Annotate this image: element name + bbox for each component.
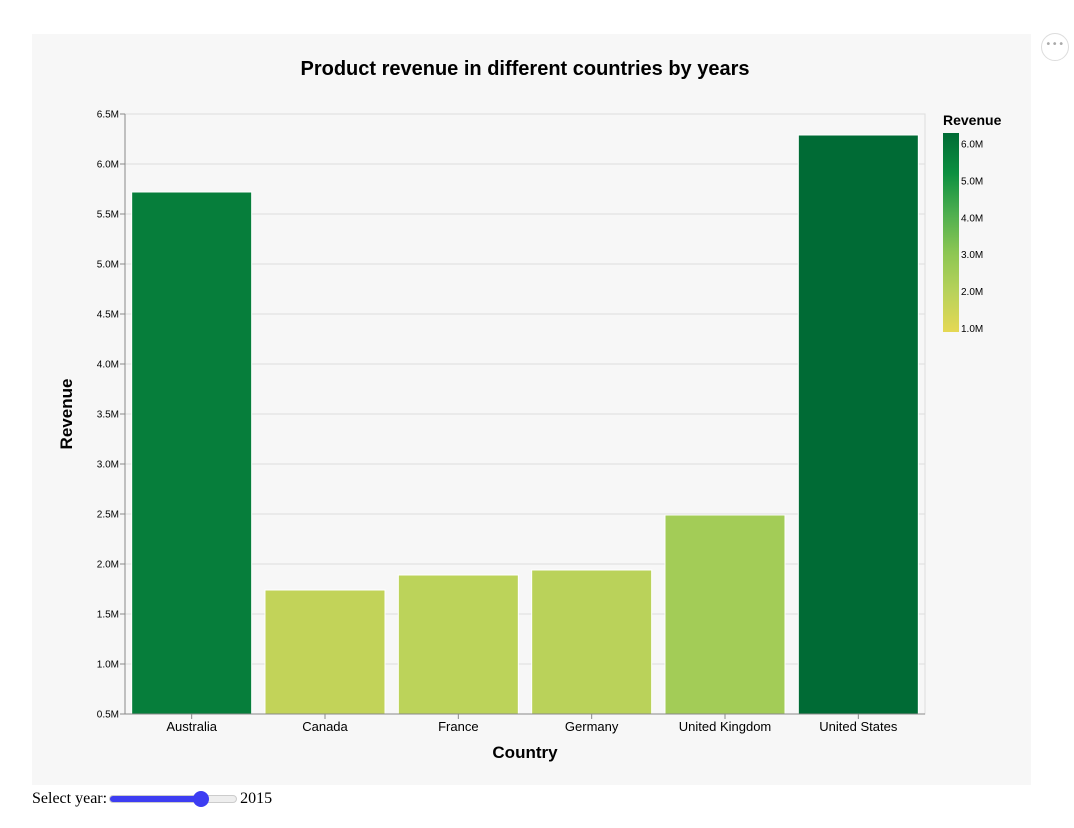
legend-tick-label: 5.0M bbox=[961, 176, 983, 187]
x-axis-title: Country bbox=[492, 743, 558, 762]
y-tick-label: 6.0M bbox=[97, 160, 119, 171]
bar-france[interactable] bbox=[397, 574, 519, 715]
y-tick-label: 1.5M bbox=[97, 610, 119, 621]
y-axis: 0.5M 1.0M 1.5M 2.0M 2.5M 3.0M 3.5M 4.0M 4.5M 5.0M… bbox=[97, 110, 126, 721]
y-tick-label: 3.5M bbox=[97, 410, 119, 421]
y-tick-label: 5.0M bbox=[97, 260, 119, 271]
legend-tick-label: 3.0M bbox=[961, 250, 983, 261]
y-axis-title: Revenue bbox=[57, 379, 76, 450]
x-tick-label: Australia bbox=[166, 719, 217, 734]
x-axis: Australia Canada France Germany United Kingd… bbox=[125, 713, 925, 734]
y-tick-label: 0.5M bbox=[97, 710, 119, 721]
bar-chart: 0.5M 1.0M 1.5M 2.0M 2.5M 3.0M 3.5M 4.0M 4.5M 5.0M… bbox=[57, 58, 1002, 762]
ellipsis-icon: ••• bbox=[1045, 39, 1065, 50]
legend-tick-label: 1.0M bbox=[961, 324, 983, 335]
y-tick-label: 4.0M bbox=[97, 360, 119, 371]
legend-tick-label: 2.0M bbox=[961, 287, 983, 298]
x-tick-label: Canada bbox=[302, 719, 348, 734]
y-tick-label: 4.5M bbox=[97, 310, 119, 321]
bar-united-states[interactable] bbox=[797, 134, 919, 715]
y-tick-label: 5.5M bbox=[97, 210, 119, 221]
y-tick-label: 2.5M bbox=[97, 510, 119, 521]
chart-title: Product revenue in different countries b… bbox=[300, 58, 749, 80]
chart-panel: 0.5M 1.0M 1.5M 2.0M 2.5M 3.0M 3.5M 4.0M 4.5M 5.0M… bbox=[32, 34, 1031, 785]
y-tick-label: 2.0M bbox=[97, 560, 119, 571]
x-tick-label: United States bbox=[819, 719, 898, 734]
bar-united-kingdom[interactable] bbox=[664, 514, 786, 715]
x-tick-label: United Kingdom bbox=[679, 719, 772, 734]
legend-title: Revenue bbox=[943, 112, 1002, 128]
y-tick-label: 3.0M bbox=[97, 460, 119, 471]
legend-tick-label: 4.0M bbox=[961, 213, 983, 224]
x-tick-label: France bbox=[438, 719, 478, 734]
bar-australia[interactable] bbox=[131, 191, 253, 715]
bars bbox=[131, 134, 919, 715]
year-controls: Select year: 2015 bbox=[32, 788, 272, 810]
y-tick-label: 1.0M bbox=[97, 660, 119, 671]
year-value: 2015 bbox=[240, 790, 273, 807]
y-tick-label: 6.5M bbox=[97, 110, 119, 121]
legend-gradient-bar bbox=[943, 133, 959, 332]
slider-label: Select year: bbox=[32, 790, 108, 807]
x-tick-label: Germany bbox=[565, 719, 619, 734]
color-legend: Revenue 6.0M 5.0M 4.0M 3.0M 2.0M 1.0M bbox=[943, 112, 1002, 335]
legend-tick-label: 6.0M bbox=[961, 140, 983, 151]
year-slider[interactable] bbox=[109, 794, 238, 804]
bar-germany[interactable] bbox=[531, 569, 653, 715]
bar-canada[interactable] bbox=[264, 589, 386, 715]
actions-menu-button[interactable]: ••• bbox=[1041, 33, 1069, 61]
